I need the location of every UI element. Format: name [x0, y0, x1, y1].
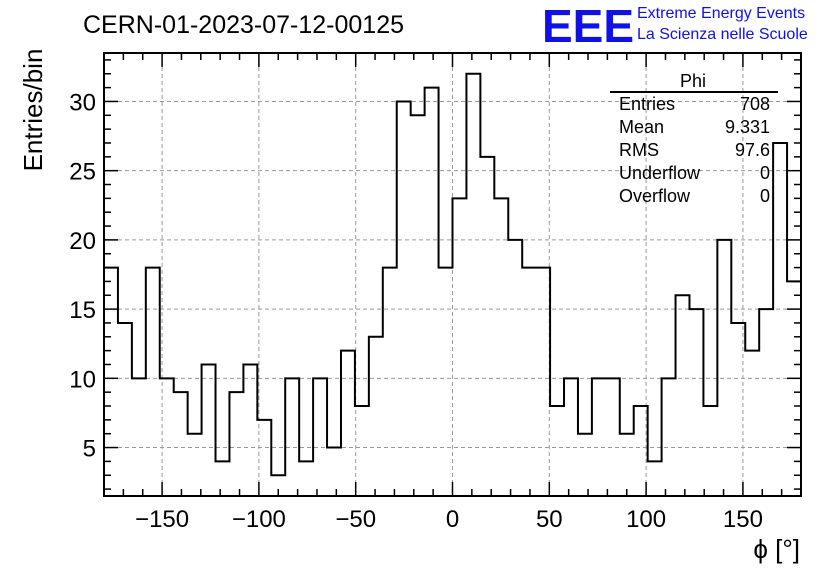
y-tick-label: 25 [69, 159, 96, 186]
stats-label-entries: Entries [619, 94, 675, 114]
y-tick-label: 30 [69, 89, 96, 116]
eee-logo-line2: La Scienza nelle Scuole [637, 26, 808, 43]
axis-ticks [104, 53, 801, 496]
eee-logo: EEE Extreme Energy Events La Scienza nel… [542, 0, 808, 52]
stats-value-overflow: 0 [760, 186, 770, 206]
x-tick-label: 100 [626, 506, 666, 533]
tick-labels: −150 −100 −50 0 50 100 150 5 10 15 20 25 30 [69, 89, 763, 533]
stats-value-underflow: 0 [760, 163, 770, 183]
eee-logo-mark: EEE [542, 0, 634, 52]
histogram-line [104, 72, 801, 477]
y-tick-label: 20 [69, 228, 96, 255]
x-tick-label: −50 [335, 506, 376, 533]
y-tick-label: 10 [69, 366, 96, 393]
stats-title: Phi [680, 71, 706, 91]
y-axis-title: Entries/bin [18, 49, 48, 172]
x-tick-label: −100 [232, 506, 286, 533]
stats-value-mean: 9.331 [725, 117, 770, 137]
stats-value-rms: 97.6 [735, 140, 770, 160]
y-tick-label: 15 [69, 297, 96, 324]
stats-label-rms: RMS [619, 140, 659, 160]
x-axis-title: ϕ [°] [753, 534, 800, 564]
eee-logo-line1: Extreme Energy Events [637, 5, 805, 22]
x-tick-label: −150 [135, 506, 189, 533]
stats-value-entries: 708 [740, 94, 770, 114]
y-tick-label: 5 [83, 436, 96, 463]
x-tick-label: 50 [536, 506, 563, 533]
x-tick-label: 0 [446, 506, 459, 533]
stats-label-underflow: Underflow [619, 163, 701, 183]
run-title: CERN-01-2023-07-12-00125 [83, 11, 404, 39]
stats-box: Phi Entries 708 Mean 9.331 RMS 97.6 Unde… [610, 71, 778, 206]
stats-label-overflow: Overflow [619, 186, 691, 206]
grid-lines [104, 53, 801, 496]
x-tick-label: 150 [723, 506, 763, 533]
stats-label-mean: Mean [619, 117, 664, 137]
